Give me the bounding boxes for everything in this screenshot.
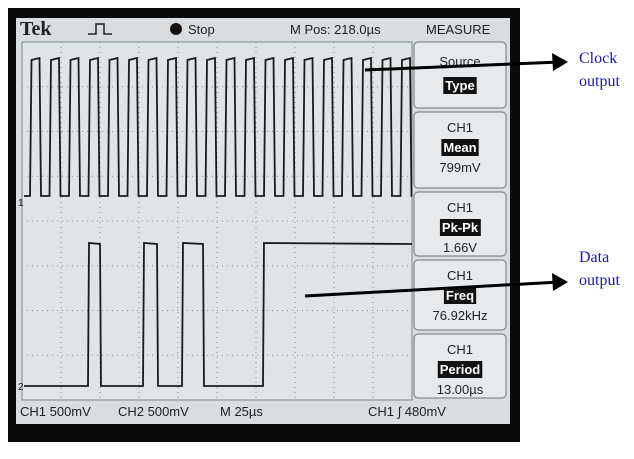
menu-value: 13.00µs bbox=[437, 382, 484, 397]
menu-heading: CH1 bbox=[447, 200, 473, 215]
status-dot bbox=[170, 23, 182, 35]
footer-label: CH1 500mV bbox=[20, 404, 91, 419]
status: Stop bbox=[188, 22, 215, 37]
position: M Pos: 218.0µs bbox=[290, 22, 381, 37]
menu-key: Mean bbox=[443, 140, 476, 155]
menu-heading: CH1 bbox=[447, 120, 473, 135]
menu-key: Freq bbox=[446, 288, 474, 303]
brand: Tek bbox=[20, 18, 52, 40]
menu-title: MEASURE bbox=[426, 22, 491, 37]
annotation: output bbox=[579, 73, 620, 90]
footer-label: CH2 500mV bbox=[118, 404, 189, 419]
graticule bbox=[22, 42, 412, 400]
annotation: Clock bbox=[579, 50, 617, 67]
menu-box bbox=[414, 42, 506, 108]
figure: Tek Stop M Pos: 218.0µs MEASURE SourceTy… bbox=[0, 0, 634, 459]
menu-value: 799mV bbox=[439, 160, 481, 175]
menu-heading: CH1 bbox=[447, 268, 473, 283]
footer-label: CH1 ∫ 480mV bbox=[368, 404, 446, 419]
channel-marker: 1 bbox=[18, 198, 24, 209]
menu-heading: CH1 bbox=[447, 342, 473, 357]
menu-key: Pk-Pk bbox=[442, 220, 479, 235]
measure-menu: SourceTypeCH1Mean799mVCH1Pk-Pk1.66VCH1Fr… bbox=[414, 42, 506, 398]
arrow-head bbox=[552, 273, 568, 291]
channel-marker: 2 bbox=[18, 382, 24, 393]
annotation: Data bbox=[579, 249, 609, 266]
annotation: output bbox=[579, 272, 620, 289]
menu-key: Type bbox=[445, 78, 474, 93]
menu-value: 1.66V bbox=[443, 240, 477, 255]
footer-label: M 25µs bbox=[220, 404, 263, 419]
arrow-head bbox=[552, 53, 568, 71]
menu-key: Period bbox=[440, 362, 481, 377]
menu-value: 76.92kHz bbox=[433, 308, 488, 323]
